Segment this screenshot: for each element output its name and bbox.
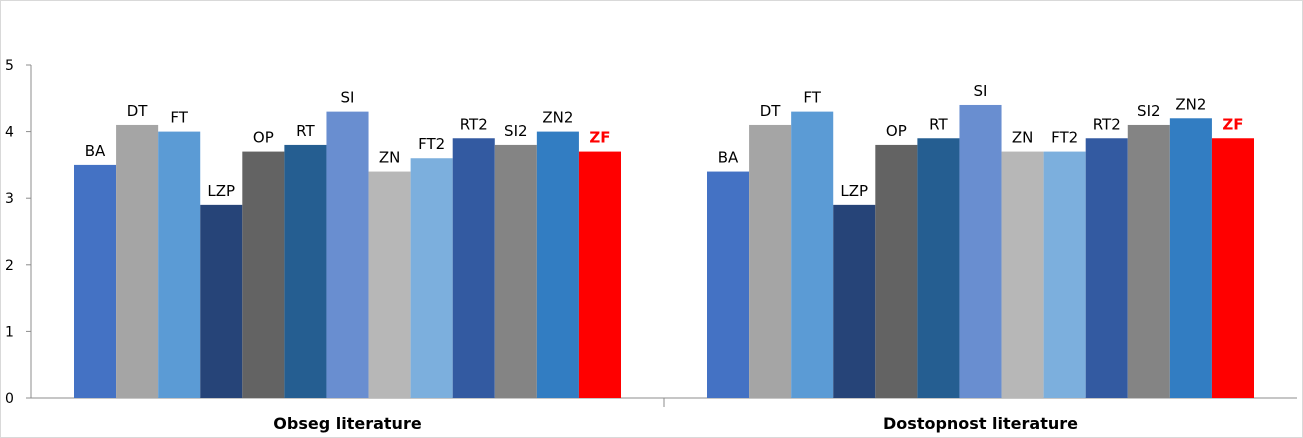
bar — [1127, 124, 1170, 398]
category-label: Obseg literature — [273, 414, 422, 433]
bar — [1043, 151, 1086, 398]
bar — [116, 124, 159, 398]
bar — [578, 151, 621, 398]
bar — [1001, 151, 1044, 398]
y-tick-label: 0 — [5, 391, 14, 407]
bar-label: RT2 — [1093, 115, 1121, 133]
bar-label: ZN — [379, 149, 401, 167]
bar — [410, 158, 453, 398]
bar-label: FT2 — [418, 135, 445, 153]
bar-label: ZN — [1012, 129, 1034, 147]
bar — [368, 171, 411, 398]
bar-label: OP — [253, 129, 274, 147]
bar-label: SI2 — [504, 122, 528, 140]
bar-label: RT — [296, 122, 315, 140]
bar-label: DT — [127, 102, 149, 120]
bar — [200, 204, 243, 398]
bar — [917, 138, 960, 398]
bar — [326, 111, 369, 399]
y-tick-label: 5 — [5, 58, 14, 74]
bar-label: SI2 — [1137, 102, 1161, 120]
bar-label: OP — [886, 122, 907, 140]
bar-label: ZF — [589, 129, 610, 147]
bar-label: FT — [803, 89, 821, 107]
labels: Obseg literature Dostopnost literature BA D… — [85, 82, 1244, 433]
bar — [1085, 138, 1128, 398]
bar-label: LZP — [207, 182, 235, 200]
bars — [74, 104, 1254, 399]
bar-label: SI — [974, 82, 988, 100]
bar — [707, 171, 750, 398]
bar — [284, 144, 327, 398]
y-tick-label: 2 — [5, 258, 14, 274]
bar-label: FT — [170, 109, 188, 127]
bar — [494, 144, 537, 398]
bar — [1211, 138, 1254, 398]
bar — [74, 164, 117, 398]
y-tick-label: 1 — [5, 324, 14, 340]
bar-label: RT2 — [460, 115, 488, 133]
bar — [536, 131, 579, 398]
bar — [452, 138, 495, 398]
bar — [749, 124, 792, 398]
y-tick-label: 3 — [5, 191, 14, 207]
bar — [833, 204, 876, 398]
bar — [875, 144, 918, 398]
y-tick-label: 4 — [5, 125, 14, 141]
bar-label: BA — [718, 149, 739, 167]
bar-label: FT2 — [1051, 129, 1078, 147]
bar — [791, 111, 834, 399]
bar-label: DT — [760, 102, 782, 120]
bar-label: RT — [929, 115, 948, 133]
bar-label: ZN2 — [542, 109, 573, 127]
bar — [959, 104, 1002, 399]
bar-label: BA — [85, 142, 106, 160]
bar-label: LZP — [840, 182, 868, 200]
bar — [242, 151, 285, 398]
category-label: Dostopnost literature — [883, 414, 1078, 433]
bar — [1169, 118, 1212, 398]
bar — [158, 131, 201, 398]
bar-label: ZF — [1222, 115, 1243, 133]
bar-label: SI — [341, 89, 355, 107]
bar-label: ZN2 — [1175, 95, 1206, 113]
